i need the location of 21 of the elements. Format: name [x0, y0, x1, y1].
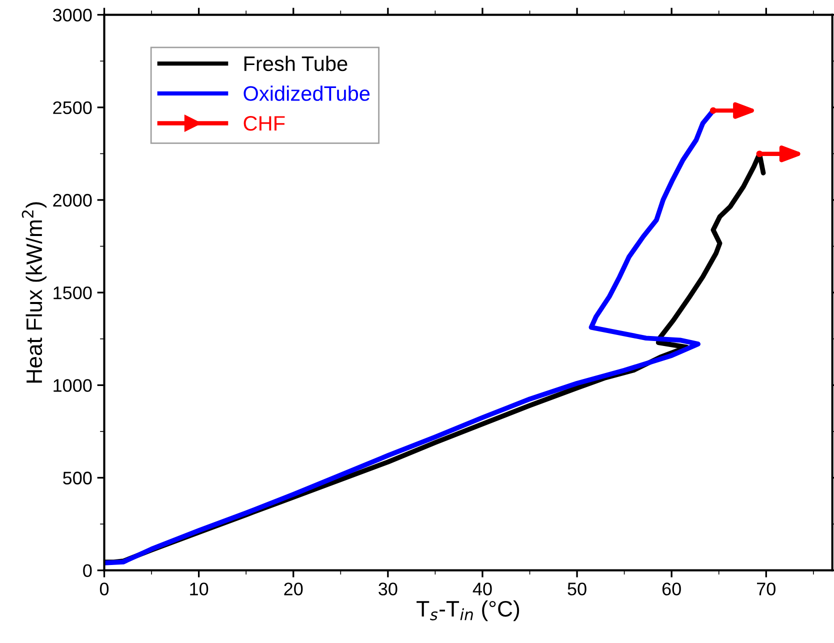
y-tick-label: 500 [63, 472, 92, 484]
y-axis-title: Heat Flux (kW/m$^{2}$) [22, 202, 46, 383]
line-series [104, 108, 716, 566]
x-axis-title: T$_{s}$-T$_{in}$ (°C) [416, 600, 520, 622]
x-tick-label: 20 [284, 582, 303, 596]
legend-label: CHF [244, 116, 285, 131]
y-tick-label: 0 [83, 564, 92, 578]
y-tick-label: 3000 [52, 8, 92, 22]
x-tick-label: 0 [100, 582, 109, 596]
x-tick-label: 30 [378, 582, 398, 596]
y-tick-label: 2000 [53, 194, 92, 207]
x-tick-label: 60 [662, 582, 681, 596]
y-tick-label: 1000 [54, 379, 92, 392]
legend-label: Fresh Tube [244, 56, 348, 72]
x-tick-label: 50 [568, 582, 586, 596]
x-tick-label: 10 [190, 582, 208, 596]
legend-label: OxidizedTube [244, 86, 370, 101]
y-tick-label: 2500 [53, 101, 92, 114]
x-tick-label: 40 [472, 582, 492, 596]
y-tick-label: 1500 [54, 286, 92, 300]
x-tick-label: 70 [757, 582, 776, 596]
